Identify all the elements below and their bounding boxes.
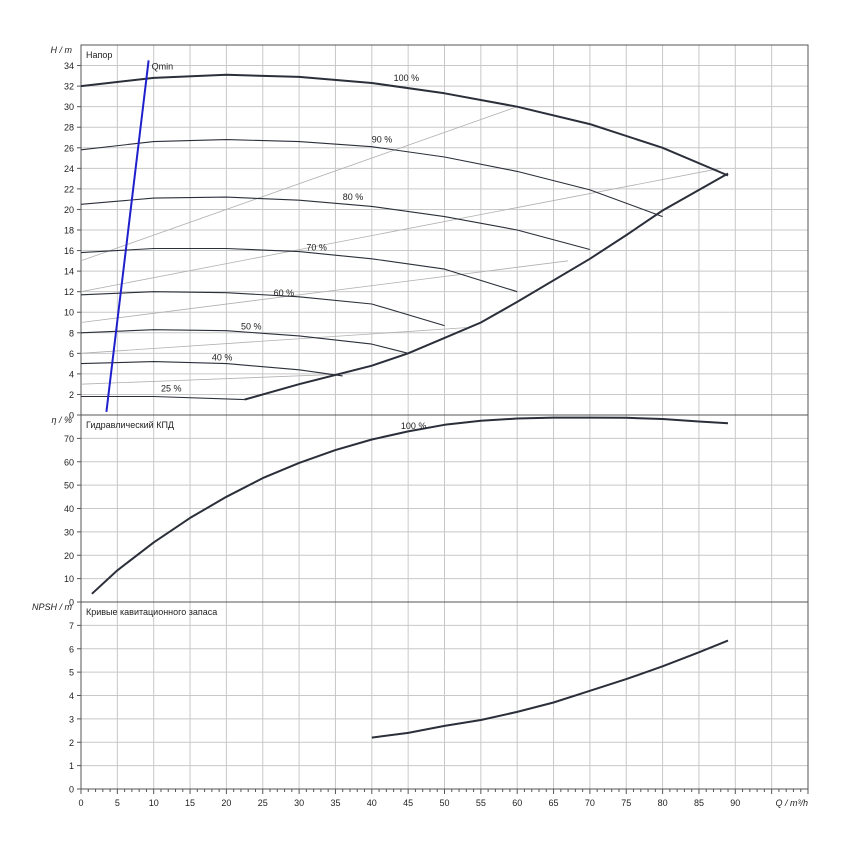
x-tick-label: 65 xyxy=(549,798,559,808)
y-tick-label: 34 xyxy=(64,61,74,71)
series-label: 50 % xyxy=(241,322,262,332)
y-tick-label: 0 xyxy=(69,411,74,421)
y-tick-label: 50 xyxy=(64,481,74,491)
y-tick-label: 18 xyxy=(64,226,74,236)
y-tick-label: 60 xyxy=(64,457,74,467)
series-line xyxy=(80,361,343,377)
y-axis-label: η / % xyxy=(51,415,72,425)
y-tick-label: 12 xyxy=(64,287,74,297)
series-label: 100 % xyxy=(401,421,427,431)
x-tick-label: 40 xyxy=(367,798,377,808)
y-tick-label: 28 xyxy=(64,123,74,133)
x-tick-label: 30 xyxy=(294,798,304,808)
y-tick-label: 70 xyxy=(64,434,74,444)
series-line xyxy=(80,139,663,218)
y-tick-label: 16 xyxy=(64,246,74,256)
series-label: 90 % xyxy=(372,135,393,145)
y-tick-label: 10 xyxy=(64,574,74,584)
series-label: 25 % xyxy=(161,383,182,393)
series-line xyxy=(80,247,518,293)
x-tick-label: 90 xyxy=(730,798,740,808)
qmin-label: Qmin xyxy=(152,61,174,71)
efficiency-line xyxy=(80,167,721,293)
x-tick-label: 0 xyxy=(78,798,83,808)
x-tick-label: 15 xyxy=(185,798,195,808)
y-tick-label: 1 xyxy=(69,761,74,771)
grid xyxy=(80,602,809,789)
efficiency-line xyxy=(80,373,351,385)
series-label: 40 % xyxy=(212,353,233,363)
x-tick-label: 80 xyxy=(658,798,668,808)
series-line xyxy=(371,639,729,739)
grid xyxy=(80,415,809,602)
y-tick-label: 32 xyxy=(64,82,74,92)
y-tick-label: 0 xyxy=(69,785,74,795)
efficiency-line xyxy=(80,327,467,354)
x-tick-label: 10 xyxy=(149,798,159,808)
y-tick-label: 6 xyxy=(69,349,74,359)
x-tick-label: 55 xyxy=(476,798,486,808)
y-tick-label: 24 xyxy=(64,164,74,174)
series-label: 70 % xyxy=(306,243,327,253)
y-tick-label: 26 xyxy=(64,143,74,153)
x-tick-label: 50 xyxy=(439,798,449,808)
grid xyxy=(80,45,809,415)
x-tick-label: 45 xyxy=(403,798,413,808)
y-tick-label: 22 xyxy=(64,184,74,194)
y-tick-label: 5 xyxy=(69,668,74,678)
y-tick-label: 0 xyxy=(69,598,74,608)
series-line xyxy=(91,416,729,595)
x-tick-label: 35 xyxy=(330,798,340,808)
efficiency-line xyxy=(80,260,569,323)
series-label: 100 % xyxy=(394,73,420,83)
panel-2: 0 10 20 30 40 50 60 70 η / % Гидравлический КПД 10… xyxy=(51,414,809,608)
panel-title: Кривые кавитационного запаса xyxy=(86,607,217,617)
y-axis-label: H / m xyxy=(51,45,73,55)
y-tick-label: 8 xyxy=(69,328,74,338)
panel-title: Напор xyxy=(86,50,112,60)
y-tick-label: 30 xyxy=(64,102,74,112)
y-tick-label: 20 xyxy=(64,551,74,561)
series-label: 80 % xyxy=(343,192,364,202)
x-tick-label: 60 xyxy=(512,798,522,808)
y-tick-label: 14 xyxy=(64,267,74,277)
x-tick-label: 70 xyxy=(585,798,595,808)
y-tick-label: 2 xyxy=(69,390,74,400)
x-tick-label: 85 xyxy=(694,798,704,808)
y-tick-label: 4 xyxy=(69,369,74,379)
y-tick-label: 40 xyxy=(64,504,74,514)
x-tick-label: 20 xyxy=(221,798,231,808)
y-tick-label: 3 xyxy=(69,714,74,724)
y-tick-label: 6 xyxy=(69,644,74,654)
y-tick-label: 4 xyxy=(69,691,74,701)
series-line xyxy=(80,291,445,327)
series-line xyxy=(80,329,409,354)
x-axis-label: Q / m³/h xyxy=(775,798,808,808)
series-line xyxy=(80,73,729,177)
efficiency-line xyxy=(80,106,518,262)
panel-title: Гидравлический КПД xyxy=(86,420,174,430)
series-label: 60 % xyxy=(274,288,295,298)
y-tick-label: 30 xyxy=(64,527,74,537)
x-tick-label: 5 xyxy=(115,798,120,808)
x-tick-label: 25 xyxy=(258,798,268,808)
operating-envelope xyxy=(244,172,729,401)
y-axis-label: NPSH / m xyxy=(32,602,73,612)
series-line xyxy=(80,196,591,251)
series-line xyxy=(81,395,245,401)
y-tick-label: 7 xyxy=(69,621,74,631)
qmin-line xyxy=(105,60,150,413)
y-tick-label: 2 xyxy=(69,738,74,748)
y-tick-label: 10 xyxy=(64,308,74,318)
x-tick-label: 75 xyxy=(621,798,631,808)
y-tick-label: 20 xyxy=(64,205,74,215)
